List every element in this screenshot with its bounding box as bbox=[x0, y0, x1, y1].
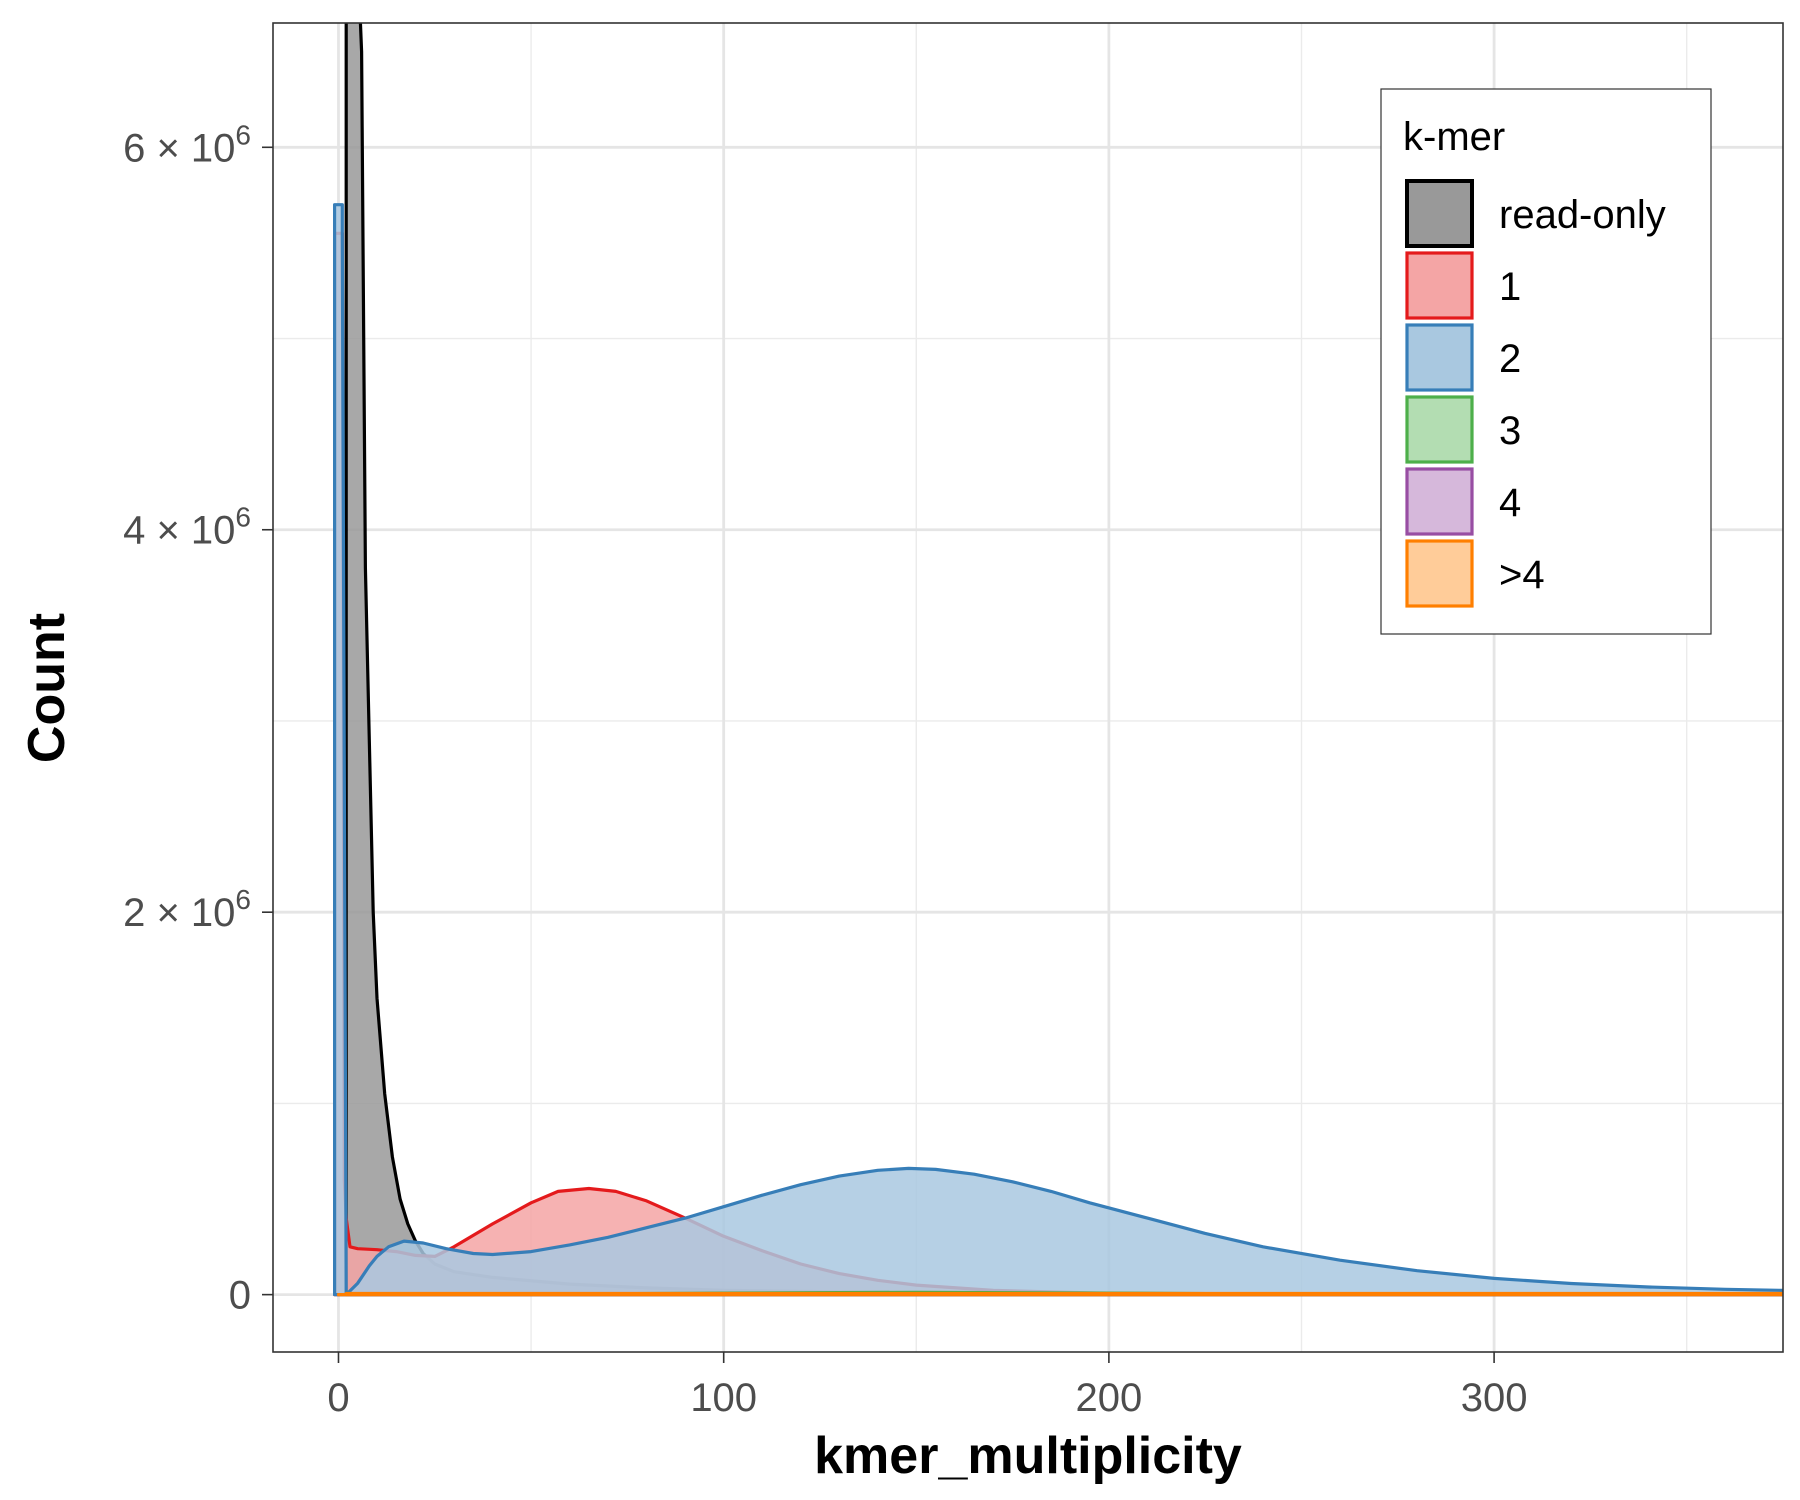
legend-label: read-only bbox=[1499, 193, 1666, 237]
legend-label: 2 bbox=[1499, 337, 1521, 381]
legend-key bbox=[1405, 251, 1474, 320]
x-tick-label: 0 bbox=[327, 1376, 349, 1420]
legend: k-mer read-only 1 2 3 4 >4 bbox=[1380, 88, 1712, 635]
x-axis-title: kmer_multiplicity bbox=[814, 1427, 1242, 1485]
y-axis-title: Count bbox=[18, 613, 76, 763]
series-area-2 bbox=[333, 203, 1783, 1297]
legend-title: k-mer bbox=[1403, 115, 1505, 159]
y-tick-labels: 0 2 × 106 4 × 106 6 × 106 bbox=[123, 119, 251, 1317]
y-tick-label: 0 bbox=[229, 1274, 251, 1318]
legend-key bbox=[1405, 323, 1474, 392]
x-tick-labels: 0 100 200 300 bbox=[327, 1376, 1527, 1420]
legend-label: 3 bbox=[1499, 409, 1521, 453]
x-tick-label: 300 bbox=[1461, 1376, 1528, 1420]
legend-label: 1 bbox=[1499, 265, 1521, 309]
y-tick-label: 2 × 106 bbox=[123, 884, 251, 935]
legend-label: 4 bbox=[1499, 481, 1521, 525]
legend-items: read-only 1 2 3 4 >4 bbox=[1405, 179, 1666, 608]
area-group bbox=[333, 23, 1783, 1297]
x-tick-label: 200 bbox=[1076, 1376, 1143, 1420]
legend-label: >4 bbox=[1499, 553, 1545, 597]
y-tick-label: 6 × 106 bbox=[123, 119, 251, 170]
legend-key bbox=[1405, 395, 1474, 464]
legend-key bbox=[1405, 179, 1474, 248]
axis-ticks bbox=[262, 146, 1495, 1363]
legend-key bbox=[1405, 539, 1474, 608]
y-tick-label: 4 × 106 bbox=[123, 502, 251, 553]
x-tick-label: 100 bbox=[690, 1376, 757, 1420]
series-area-5 bbox=[336, 1291, 1783, 1297]
series-areas bbox=[333, 23, 1783, 1297]
plot-border bbox=[272, 22, 1784, 1353]
legend-key bbox=[1405, 467, 1474, 536]
